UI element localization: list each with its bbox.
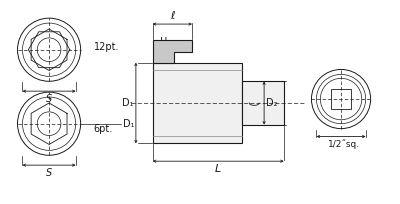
Text: S: S bbox=[46, 168, 52, 178]
Text: 6pt.: 6pt. bbox=[94, 124, 113, 134]
Text: D₁: D₁ bbox=[122, 98, 134, 108]
Bar bbox=[153, 63, 242, 143]
Polygon shape bbox=[153, 40, 192, 63]
Text: 1/2˝sq.: 1/2˝sq. bbox=[328, 140, 360, 149]
Bar bbox=[331, 89, 351, 109]
Text: D₁: D₁ bbox=[123, 119, 134, 129]
Text: D₂: D₂ bbox=[266, 98, 278, 108]
Text: ℓ: ℓ bbox=[170, 11, 175, 21]
Text: H: H bbox=[160, 37, 167, 47]
Text: S: S bbox=[46, 94, 52, 104]
Text: L: L bbox=[215, 164, 221, 174]
Bar bbox=[242, 81, 284, 125]
Text: 12pt.: 12pt. bbox=[94, 42, 119, 52]
